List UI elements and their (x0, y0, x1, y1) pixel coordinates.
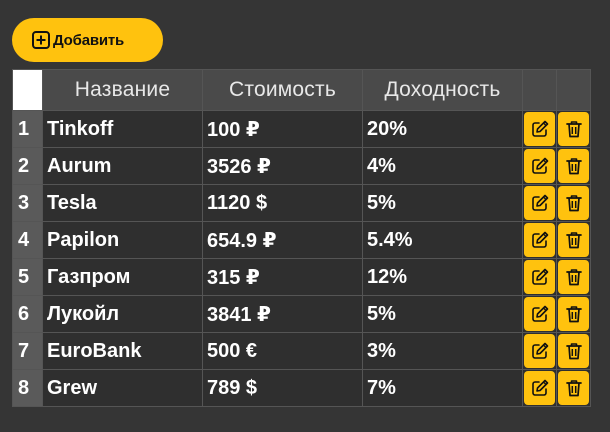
add-button[interactable]: Добавить (12, 18, 163, 62)
edit-button[interactable] (524, 334, 555, 368)
asset-yield: 4% (363, 148, 522, 184)
header-edit-cell (523, 70, 556, 110)
edit-icon (530, 119, 550, 139)
edit-cell (523, 222, 556, 258)
edit-cell (523, 370, 556, 406)
asset-name: Лукойл (43, 296, 202, 332)
asset-cost: 100 ₽ (203, 111, 362, 147)
edit-cell (523, 296, 556, 332)
row-index: 8 (13, 370, 42, 406)
asset-yield: 7% (363, 370, 522, 406)
edit-icon (530, 341, 550, 361)
asset-yield: 5.4% (363, 222, 522, 258)
trash-icon (564, 156, 584, 176)
row-index: 5 (13, 259, 42, 295)
trash-icon (564, 267, 584, 287)
header-delete-cell (557, 70, 590, 110)
delete-button[interactable] (558, 260, 589, 294)
asset-yield: 5% (363, 296, 522, 332)
edit-button[interactable] (524, 149, 555, 183)
asset-cost: 315 ₽ (203, 259, 362, 295)
edit-icon (530, 156, 550, 176)
asset-cost: 3841 ₽ (203, 296, 362, 332)
row-index: 3 (13, 185, 42, 221)
delete-cell (557, 222, 590, 258)
asset-cost: 3526 ₽ (203, 148, 362, 184)
asset-name: EuroBank (43, 333, 202, 369)
edit-button[interactable] (524, 371, 555, 405)
edit-icon (530, 378, 550, 398)
trash-icon (564, 119, 584, 139)
plus-square-icon (31, 30, 51, 50)
trash-icon (564, 378, 584, 398)
delete-button[interactable] (558, 186, 589, 220)
trash-icon (564, 193, 584, 213)
edit-cell (523, 333, 556, 369)
delete-button[interactable] (558, 334, 589, 368)
delete-cell (557, 148, 590, 184)
edit-button[interactable] (524, 186, 555, 220)
delete-cell (557, 370, 590, 406)
delete-button[interactable] (558, 371, 589, 405)
delete-button[interactable] (558, 112, 589, 146)
header-index-cell (13, 70, 42, 110)
edit-cell (523, 259, 556, 295)
delete-button[interactable] (558, 149, 589, 183)
row-index: 7 (13, 333, 42, 369)
asset-cost: 1120 $ (203, 185, 362, 221)
asset-cost: 500 € (203, 333, 362, 369)
header-yield: Доходность (363, 70, 522, 110)
asset-name: Tesla (43, 185, 202, 221)
asset-name: Aurum (43, 148, 202, 184)
delete-button[interactable] (558, 223, 589, 257)
asset-yield: 3% (363, 333, 522, 369)
edit-button[interactable] (524, 112, 555, 146)
asset-yield: 5% (363, 185, 522, 221)
assets-table: Название Стоимость Доходность 1 Tinkoff 10… (12, 69, 591, 407)
delete-cell (557, 296, 590, 332)
delete-cell (557, 333, 590, 369)
row-index: 6 (13, 296, 42, 332)
edit-cell (523, 111, 556, 147)
trash-icon (564, 230, 584, 250)
asset-name: Papilon (43, 222, 202, 258)
edit-button[interactable] (524, 260, 555, 294)
edit-icon (530, 193, 550, 213)
header-name: Название (43, 70, 202, 110)
asset-name: Grew (43, 370, 202, 406)
add-button-label: Добавить (53, 31, 125, 49)
asset-name: Tinkoff (43, 111, 202, 147)
header-cost: Стоимость (203, 70, 362, 110)
edit-icon (530, 304, 550, 324)
row-index: 4 (13, 222, 42, 258)
edit-button[interactable] (524, 297, 555, 331)
edit-cell (523, 148, 556, 184)
delete-cell (557, 185, 590, 221)
edit-cell (523, 185, 556, 221)
row-index: 2 (13, 148, 42, 184)
asset-name: Газпром (43, 259, 202, 295)
asset-cost: 789 $ (203, 370, 362, 406)
trash-icon (564, 304, 584, 324)
edit-button[interactable] (524, 223, 555, 257)
edit-icon (530, 267, 550, 287)
delete-cell (557, 111, 590, 147)
delete-button[interactable] (558, 297, 589, 331)
asset-yield: 20% (363, 111, 522, 147)
asset-cost: 654.9 ₽ (203, 222, 362, 258)
edit-icon (530, 230, 550, 250)
asset-yield: 12% (363, 259, 522, 295)
trash-icon (564, 341, 584, 361)
delete-cell (557, 259, 590, 295)
row-index: 1 (13, 111, 42, 147)
